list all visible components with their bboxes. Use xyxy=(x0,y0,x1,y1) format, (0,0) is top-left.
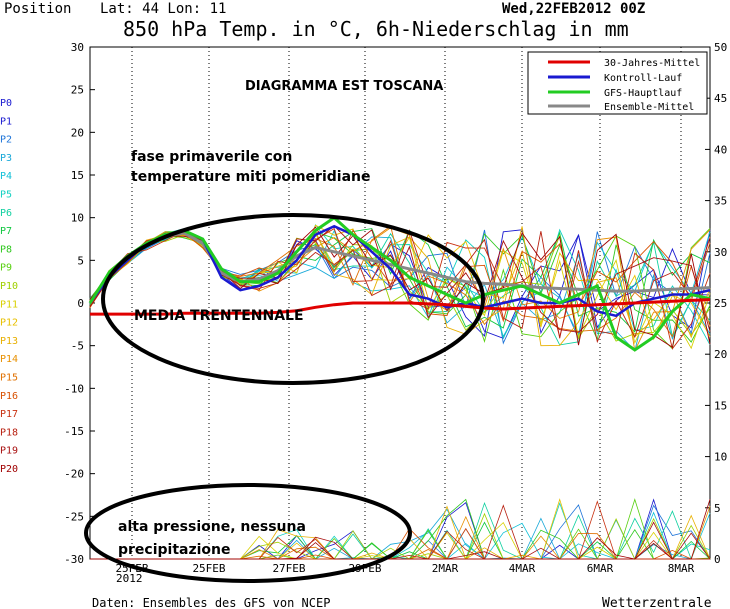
precipitation-ellipse xyxy=(84,483,412,583)
brand-name: Wetterzentrale xyxy=(602,596,712,609)
right-tick-label: 30 xyxy=(714,246,727,259)
spring-phase-ellipse xyxy=(101,213,485,385)
member-label: P11 xyxy=(0,299,18,310)
left-tick-label: 20 xyxy=(71,126,84,139)
legend-label-gfs: GFS-Hauptlauf xyxy=(604,88,682,99)
member-label: P17 xyxy=(0,409,18,420)
right-tick-label: 35 xyxy=(714,195,727,208)
member-label: P10 xyxy=(0,281,18,292)
member-labels: P0 P1 P2 P3 P4 P5 P6 P7 P8 P9 P10 P11 P12 P13 P14 P15 P1… xyxy=(0,98,18,475)
left-tick-label: -30 xyxy=(64,553,84,566)
x-tick-label: 8MAR xyxy=(668,562,695,575)
chart-title: 850 hPa Temp. in °C, 6h-Niederschlag in … xyxy=(123,17,629,41)
lat-lon-label: Lat: 44 Lon: 11 xyxy=(100,1,226,17)
member-label: P14 xyxy=(0,354,18,365)
main-series-lines xyxy=(88,215,711,352)
member-label: P8 xyxy=(0,244,12,255)
member-label: P18 xyxy=(0,427,18,438)
member-label: P15 xyxy=(0,373,18,384)
left-tick-label: 15 xyxy=(71,169,84,182)
member-label: P3 xyxy=(0,153,12,164)
right-tick-label: 15 xyxy=(714,399,727,412)
legend-label-ensemble-mean: Ensemble-Mittel xyxy=(604,102,694,113)
data-source: Daten: Ensembles des GFS von NCEP xyxy=(92,596,330,609)
precipitation-member-line xyxy=(90,499,711,560)
diagram-title-annotation: DIAGRAMMA EST TOSCANA xyxy=(245,79,443,94)
member-label: P9 xyxy=(0,263,12,274)
precipitation-lines xyxy=(90,498,711,560)
mean-line xyxy=(90,298,711,316)
legend: 30-Jahres-Mittel Kontroll-Lauf GFS-Haupt… xyxy=(527,51,708,115)
left-tick-label: 25 xyxy=(71,84,84,97)
x-axis-ticks: 25FEB 25FEB 27FEB 29FEB 2MAR 4MAR 6MAR 8MAR xyxy=(115,562,694,575)
member-label: P7 xyxy=(0,226,12,237)
legend-label-mean: 30-Jahres-Mittel xyxy=(604,58,700,69)
right-tick-label: 5 xyxy=(714,502,721,515)
x-tick-label: 27FEB xyxy=(272,562,305,575)
right-tick-label: 45 xyxy=(714,92,727,105)
right-tick-label: 50 xyxy=(714,41,727,54)
legend-label-control: Kontroll-Lauf xyxy=(604,73,682,84)
left-tick-label: -5 xyxy=(71,340,84,353)
gfs-main-run-line xyxy=(88,215,711,352)
member-label: P12 xyxy=(0,318,18,329)
left-tick-label: -20 xyxy=(64,468,84,481)
right-tick-label: 25 xyxy=(714,297,727,310)
right-tick-label: 20 xyxy=(714,348,727,361)
x-tick-label: 4MAR xyxy=(509,562,536,575)
x-tick-label: 25FEB xyxy=(192,562,225,575)
left-tick-label: -25 xyxy=(64,510,84,523)
ensemble-mean-line xyxy=(88,231,711,304)
member-label: P2 xyxy=(0,135,12,146)
precipitation-line2: precipitazione xyxy=(118,542,231,558)
left-tick-label: 30 xyxy=(71,41,84,54)
left-axis-ticks: 30 25 20 15 10 5 0 -5 -10 -15 -20 -25 -30 xyxy=(64,41,95,566)
x-tick-label: 6MAR xyxy=(587,562,614,575)
x-axis-year: 2012 xyxy=(116,572,143,585)
spring-phase-line2: temperature miti pomeridiane xyxy=(131,169,370,185)
member-label: P13 xyxy=(0,336,18,347)
member-label: P0 xyxy=(0,98,12,109)
right-tick-label: 40 xyxy=(714,143,727,156)
member-label: P4 xyxy=(0,171,12,182)
member-label: P1 xyxy=(0,116,12,127)
member-label: P20 xyxy=(0,464,18,475)
x-tick-label: 2MAR xyxy=(432,562,459,575)
member-label: P5 xyxy=(0,190,12,201)
member-label: P19 xyxy=(0,446,18,457)
climate-mean-annotation: MEDIA TRENTENNALE xyxy=(134,308,304,324)
position-label: Position xyxy=(4,1,71,17)
left-tick-label: -15 xyxy=(64,425,84,438)
spring-phase-line1: fase primaverile con xyxy=(131,149,292,165)
right-tick-label: 10 xyxy=(714,451,727,464)
left-tick-label: 10 xyxy=(71,212,84,225)
precipitation-line1: alta pressione, nessuna xyxy=(118,519,306,535)
member-label: P6 xyxy=(0,208,12,219)
left-tick-label: 0 xyxy=(77,297,84,310)
left-tick-label: 5 xyxy=(77,254,84,267)
member-label: P16 xyxy=(0,391,18,402)
run-date: Wed,22FEB2012 00Z xyxy=(502,1,645,17)
right-tick-label: 0 xyxy=(714,553,721,566)
ensemble-member-line xyxy=(89,229,711,323)
left-tick-label: -10 xyxy=(64,382,84,395)
